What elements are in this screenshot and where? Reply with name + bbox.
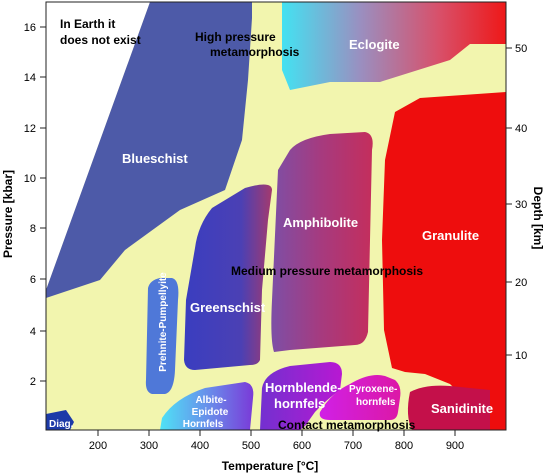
label-sanidinite: Sanidinite: [431, 401, 493, 416]
label-prehnite-pumpellyite: Prehnite-Pumpellyite: [158, 272, 169, 372]
y-tick-14: 14: [24, 72, 36, 84]
x-axis-title: Temperature [°C]: [222, 459, 319, 473]
label-blueschist: Blueschist: [122, 151, 188, 166]
x-tick-600: 600: [293, 440, 311, 452]
y-tick-4: 4: [30, 326, 36, 338]
left-axis: [40, 26, 46, 382]
y-tick-10: 10: [24, 173, 36, 185]
label-medium-pressure: Medium pressure metamorphosis: [231, 264, 423, 278]
label-hornblende-line1: Hornblende-: [265, 380, 342, 395]
y-tick-12: 12: [24, 123, 36, 135]
facies-albite-epidote-hornfels: [160, 382, 254, 430]
y-tick-16: 16: [24, 22, 36, 34]
label-hornblende-line2: hornfels: [274, 396, 325, 411]
bottom-tick-labels: 200 300 400 500 600 700 800 900: [89, 440, 464, 452]
y-axis-right-title: Depth [km]: [531, 187, 543, 250]
label-albite-line2: Epidote: [192, 407, 229, 418]
label-albite-line3: Hornfels: [183, 419, 224, 430]
depth-tick-20: 20: [515, 277, 527, 289]
label-contact: Contact metamorphosis: [278, 418, 416, 432]
facies-prehnite-pumpellyite: [145, 278, 179, 394]
right-axis: [506, 47, 512, 356]
depth-tick-40: 40: [515, 123, 527, 135]
depth-tick-10: 10: [515, 350, 527, 362]
facies-granulite: [382, 92, 506, 430]
facies-sanidinite: [407, 385, 490, 430]
label-granulite: Granulite: [422, 228, 479, 243]
facies-pyroxene-hornfels: [319, 375, 401, 420]
label-high-pressure-line2: metamorphosis: [210, 45, 300, 59]
bottom-axis: [97, 430, 456, 436]
label-not-exist-line1: In Earth it: [60, 17, 115, 31]
y-tick-6: 6: [30, 274, 36, 286]
x-tick-700: 700: [344, 440, 362, 452]
label-eclogite: Eclogite: [349, 37, 400, 52]
facies-hornblende-hornfels: [260, 362, 342, 430]
label-pyroxene-line2: hornfels: [356, 397, 396, 408]
x-tick-800: 800: [395, 440, 413, 452]
left-tick-labels: 2 4 6 8 10 12 14 16: [24, 22, 36, 388]
facies-greenschist: [184, 184, 272, 370]
facies-amphibolite: [271, 132, 373, 352]
label-diagenesis: Diag.: [49, 419, 74, 430]
x-tick-900: 900: [446, 440, 464, 452]
facies-eclogite: [282, 2, 506, 90]
depth-tick-50: 50: [515, 43, 527, 55]
label-albite-line1: Albite-: [195, 395, 226, 406]
y-tick-2: 2: [30, 376, 36, 388]
label-high-pressure-line1: High pressure: [195, 30, 276, 44]
right-tick-labels: 10 20 30 40 50: [515, 43, 527, 362]
facies-blueschist: [46, 2, 252, 298]
x-tick-300: 300: [140, 440, 158, 452]
label-greenschist: Greenschist: [190, 300, 266, 315]
y-axis-left-title: Pressure [kbar]: [1, 170, 15, 258]
label-pyroxene-line1: Pyroxene-: [349, 384, 397, 395]
x-tick-500: 500: [242, 440, 260, 452]
y-tick-8: 8: [30, 223, 36, 235]
label-not-exist-line2: does not exist: [60, 33, 141, 47]
depth-tick-30: 30: [515, 199, 527, 211]
x-tick-200: 200: [89, 440, 107, 452]
facies-diagenesis: [46, 410, 74, 430]
plot-frame: [45, 1, 507, 431]
label-amphibolite: Amphibolite: [283, 215, 358, 230]
x-tick-400: 400: [191, 440, 209, 452]
